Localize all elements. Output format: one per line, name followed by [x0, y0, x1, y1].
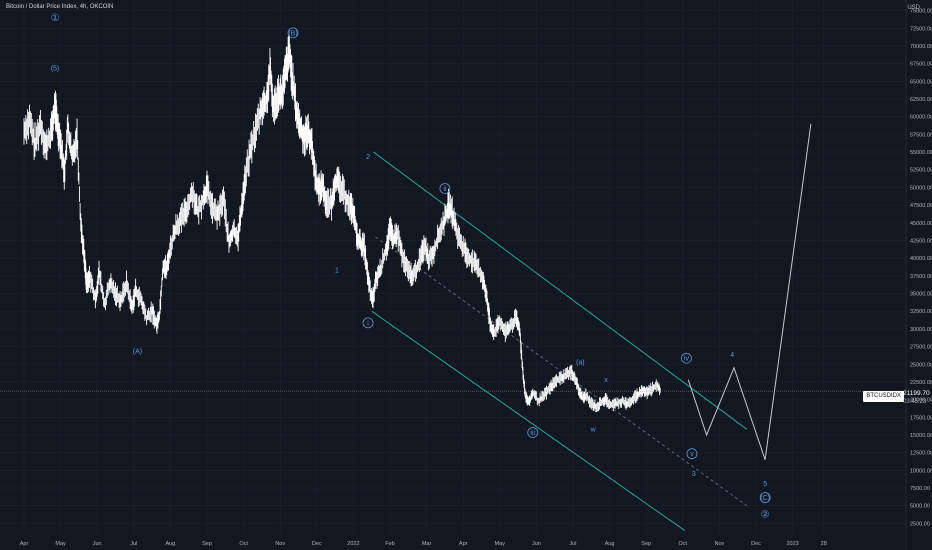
y-tick-label: 35000.00: [910, 292, 932, 298]
x-tick-label: Sep: [202, 541, 212, 547]
y-tick-label: 62500.00: [910, 97, 932, 103]
x-tick-label: Jul: [569, 541, 576, 547]
projection-line: [687, 123, 812, 460]
wave-label-circle: [681, 352, 692, 364]
x-tick-label: Apr: [459, 541, 468, 547]
wave-label: iv: [684, 356, 690, 363]
wave-label: ii: [443, 186, 447, 193]
x-tick-label: Feb: [385, 541, 394, 547]
wave-label: (C): [760, 495, 770, 502]
y-tick-label: 57500.00: [910, 132, 932, 138]
wave-label-circle: [439, 183, 451, 194]
last-price-value: 21199.70: [903, 390, 930, 397]
y-tick-label: 30000.00: [910, 327, 932, 333]
wave-label: 5: [763, 481, 767, 488]
y-tick-label: 50000.00: [910, 185, 932, 191]
x-tick-label: 2022: [347, 541, 359, 547]
wave-label: ①: [51, 13, 60, 24]
wave-label: (a): [576, 359, 585, 366]
projection-path: [687, 123, 812, 460]
trend-channel: [371, 151, 748, 531]
y-tick-label: 10000.00: [910, 468, 932, 474]
wave-label: 2: [366, 154, 370, 161]
y-tick-label: 47500.00: [910, 203, 932, 209]
x-tick-label: Nov: [275, 541, 285, 547]
y-tick-label: 15000.00: [910, 433, 932, 439]
x-tick-label: 2023: [786, 541, 798, 547]
y-tick-label: 40000.00: [910, 256, 932, 262]
price-axis[interactable]: 2500.00 5000.00 7500.00 10000.00 12500.00 150…: [905, 0, 932, 550]
x-tick-label: 28: [821, 541, 827, 547]
x-tick-label: Sep: [641, 541, 651, 547]
x-tick-label: Aug: [166, 541, 176, 547]
y-tick-label: 70000.00: [910, 44, 932, 50]
wave-label: 3: [692, 471, 696, 478]
wave-label: 4: [730, 352, 734, 359]
x-tick-label: May: [55, 541, 66, 547]
x-tick-label: Nov: [715, 541, 725, 547]
x-tick-label: Aug: [605, 541, 615, 547]
y-tick-label: 60000.00: [910, 115, 932, 121]
y-tick-label: 32500.00: [910, 309, 932, 315]
x-tick-label: Oct: [239, 541, 248, 547]
y-tick-label: 52500.00: [910, 168, 932, 174]
currency-label: USD: [907, 5, 920, 11]
wave-label: iii: [530, 430, 535, 437]
y-tick-label: 2500.00: [910, 521, 930, 527]
wave-label-circle: [362, 317, 374, 329]
x-tick-label: Apr: [20, 541, 29, 547]
y-tick-label: 55000.00: [910, 150, 932, 156]
y-tick-label: 45000.00: [910, 221, 932, 227]
wave-label: (5): [51, 66, 60, 73]
chart-title: Bitcoin / Dollar Price Index, 4h, OKCOIN: [6, 4, 114, 10]
wave-label: 1: [335, 267, 339, 274]
y-tick-label: 27500.00: [910, 345, 932, 351]
y-tick-label: 22500.00: [910, 380, 932, 386]
channel-lower-line: [371, 310, 685, 531]
wave-label: w: [590, 426, 597, 433]
wave-label: (A): [133, 349, 142, 356]
price-candles: [23, 35, 661, 413]
x-tick-label: Oct: [679, 541, 688, 547]
channel-upper-line: [373, 151, 748, 430]
y-tick-label: 42500.00: [910, 238, 932, 244]
wave-label-circle: [287, 27, 299, 39]
y-tick-label: 7500.00: [910, 486, 930, 492]
candle-countdown: 03:45:23: [903, 399, 927, 405]
x-tick-label: Dec: [751, 541, 761, 547]
x-tick-label: Jun: [93, 541, 102, 547]
x-tick-label: May: [495, 541, 506, 547]
x-tick-label: Mar: [422, 541, 432, 547]
wave-label-circle: [759, 492, 771, 503]
wave-label: v: [690, 451, 694, 458]
y-tick-label: 67500.00: [910, 62, 932, 68]
wave-label-circle: [527, 427, 539, 438]
wave-label: (B): [288, 30, 297, 37]
y-tick-label: 20000.00: [910, 398, 932, 404]
y-tick-label: 25000.00: [910, 362, 932, 368]
time-axis[interactable]: Apr May Jun Jul Aug Sep Oct Nov Dec 2022 Feb Mar Apr…: [20, 541, 827, 547]
chart-grid: [0, 0, 906, 534]
y-tick-label: 37500.00: [910, 274, 932, 280]
wave-label: i: [367, 320, 369, 327]
y-tick-label: 12500.00: [910, 451, 932, 457]
y-tick-label: 17500.00: [910, 415, 932, 421]
x-tick-label: Jul: [130, 541, 137, 547]
wave-label: ②: [761, 510, 770, 521]
x-tick-label: Dec: [312, 541, 322, 547]
y-tick-label: 5000.00: [910, 504, 930, 510]
ticker-badge: BTCUSDIDX: [863, 391, 904, 402]
y-tick-label: 72500.00: [910, 26, 932, 32]
wave-label: x: [604, 377, 608, 384]
y-tick-label: 75000.00: [910, 9, 932, 15]
y-tick-label: 65000.00: [910, 79, 932, 85]
x-tick-label: Jun: [532, 541, 541, 547]
wave-label-circle: [686, 448, 698, 460]
